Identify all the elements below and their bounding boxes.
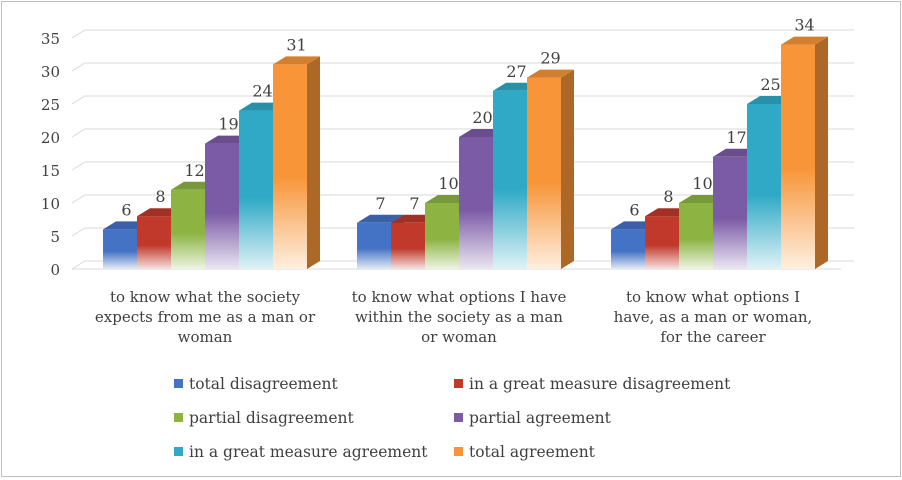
grid-line (71, 62, 854, 72)
y-tick-label: 35 (41, 30, 60, 48)
data-labels: 6 8 12 19 24 31 7 7 10 20 27 29 6 8 10 17 25 34 (121, 16, 814, 220)
data-label: 19 (218, 115, 238, 134)
y-axis: 0 5 10 15 20 25 30 35 (41, 30, 60, 279)
grid-line (71, 260, 854, 270)
grid-line (71, 194, 854, 204)
bars-group (103, 36, 828, 270)
data-label: 10 (692, 174, 712, 193)
legend-swatch (174, 447, 183, 456)
legend-label: total agreement (469, 443, 596, 461)
legend-item: partial disagreement (174, 409, 354, 427)
data-label: 27 (506, 62, 526, 81)
y-tick-label: 15 (41, 162, 60, 180)
y-tick-label: 5 (50, 228, 60, 246)
bar (781, 36, 828, 269)
data-label: 8 (155, 187, 165, 206)
grid-line (71, 95, 854, 105)
grid-line (71, 29, 854, 39)
y-tick-label: 30 (41, 63, 60, 81)
data-label: 6 (629, 200, 639, 219)
category-label: to know what the society expects from me … (95, 288, 316, 346)
legend-item: partial agreement (454, 409, 612, 427)
legend-swatch (174, 413, 183, 422)
data-label: 29 (540, 49, 560, 68)
y-tick-label: 25 (41, 96, 60, 114)
legend-item: in a great measure disagreement (454, 375, 731, 393)
category-label: to know what options I have within the so… (352, 288, 567, 346)
legend-label: partial disagreement (189, 409, 354, 427)
legend-item: in a great measure agreement (174, 443, 428, 461)
bar (527, 69, 574, 269)
legend: total disagreement in a great measure dis… (174, 375, 731, 461)
data-label: 10 (438, 174, 458, 193)
data-label: 8 (663, 187, 673, 206)
legend-swatch (454, 447, 463, 456)
legend-swatch (174, 379, 183, 388)
legend-label: partial agreement (469, 409, 612, 427)
grid-line (71, 128, 854, 138)
legend-label: in a great measure disagreement (469, 375, 731, 393)
grid-line (71, 161, 854, 171)
data-label: 7 (409, 194, 419, 213)
bar (273, 56, 320, 270)
legend-item: total agreement (454, 443, 596, 461)
data-label: 12 (184, 161, 204, 180)
legend-item: total disagreement (174, 375, 339, 393)
data-label: 31 (286, 35, 306, 54)
category-labels: to know what the society expects from me … (95, 288, 812, 346)
y-tick-label: 10 (41, 195, 60, 213)
data-label: 24 (252, 82, 272, 101)
data-label: 6 (121, 200, 131, 219)
legend-label: total disagreement (189, 375, 339, 393)
data-label: 34 (794, 16, 814, 35)
legend-swatch (454, 379, 463, 388)
legend-label: in a great measure agreement (189, 443, 428, 461)
grid-line (71, 227, 854, 237)
data-label: 7 (375, 194, 385, 213)
data-label: 25 (760, 75, 780, 94)
data-label: 20 (472, 108, 492, 127)
data-label: 17 (726, 128, 746, 147)
y-tick-label: 0 (50, 261, 60, 279)
y-tick-label: 20 (41, 129, 60, 147)
legend-swatch (454, 413, 463, 422)
